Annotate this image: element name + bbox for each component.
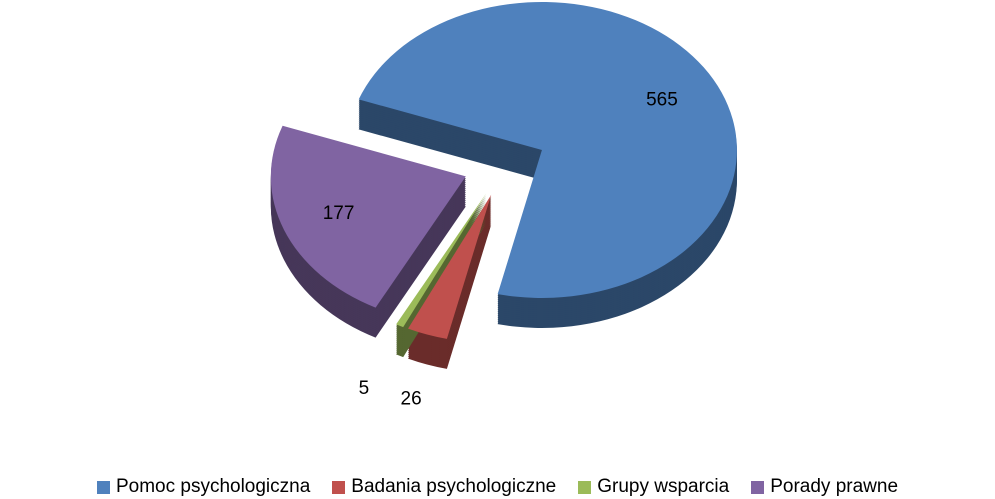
data-label: 565 <box>646 90 678 111</box>
pie-area: 565 26 5 177 <box>270 2 737 409</box>
legend-label: Pomoc psychologiczna <box>115 476 311 497</box>
legend-swatch <box>96 480 110 494</box>
legend-swatch <box>578 480 592 494</box>
slice <box>396 193 487 328</box>
legend-item: Pomoc psychologiczna <box>96 476 311 498</box>
data-label: 5 <box>359 378 370 399</box>
legend-label: Grupy wsparcia <box>597 476 730 497</box>
slice <box>408 194 492 339</box>
legend-item: Porady prawne <box>751 476 898 498</box>
data-label: 26 <box>401 388 422 409</box>
data-label: 177 <box>323 203 355 224</box>
legend-swatch <box>332 480 346 494</box>
legend-label: Badania psychologiczne <box>351 476 557 497</box>
slice <box>270 125 466 308</box>
legend: Pomoc psychologiczna Badania psychologicz… <box>0 476 995 498</box>
legend-label: Porady prawne <box>770 476 899 497</box>
legend-swatch <box>751 480 765 494</box>
slice <box>358 2 737 299</box>
legend-item: Grupy wsparcia <box>578 476 729 498</box>
legend-item: Badania psychologiczne <box>332 476 556 498</box>
